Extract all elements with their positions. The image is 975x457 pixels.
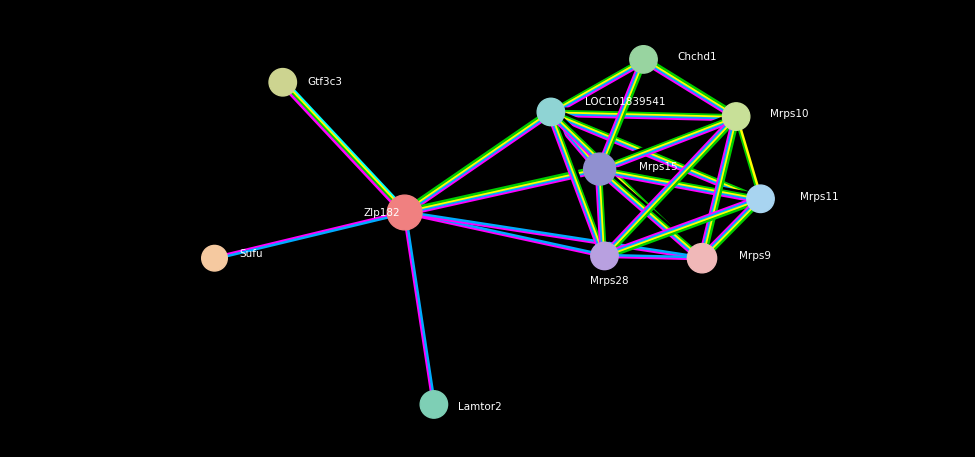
- Text: Mrps11: Mrps11: [800, 191, 838, 202]
- Text: Mrps28: Mrps28: [590, 276, 629, 287]
- Text: Mrps15: Mrps15: [639, 162, 678, 172]
- Ellipse shape: [722, 103, 750, 130]
- Ellipse shape: [687, 244, 717, 273]
- Text: Sufu: Sufu: [239, 249, 262, 259]
- Ellipse shape: [584, 153, 615, 185]
- Text: Mrps10: Mrps10: [770, 109, 808, 119]
- Text: Chchd1: Chchd1: [678, 52, 718, 62]
- Ellipse shape: [591, 242, 618, 270]
- Text: LOC101839541: LOC101839541: [585, 97, 666, 107]
- Ellipse shape: [387, 195, 422, 230]
- Text: Zlp182: Zlp182: [363, 207, 400, 218]
- Text: Mrps9: Mrps9: [739, 251, 771, 261]
- Ellipse shape: [747, 185, 774, 213]
- Text: Gtf3c3: Gtf3c3: [307, 77, 342, 87]
- Ellipse shape: [630, 46, 657, 73]
- Ellipse shape: [202, 245, 227, 271]
- Ellipse shape: [537, 98, 565, 126]
- Ellipse shape: [420, 391, 448, 418]
- Ellipse shape: [269, 69, 296, 96]
- Text: Lamtor2: Lamtor2: [458, 402, 502, 412]
